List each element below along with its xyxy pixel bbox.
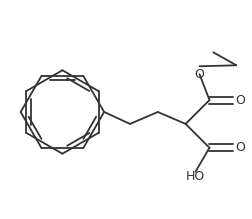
Text: O: O [235,94,245,107]
Text: O: O [235,141,245,154]
Text: O: O [195,68,204,81]
Text: HO: HO [186,170,205,183]
